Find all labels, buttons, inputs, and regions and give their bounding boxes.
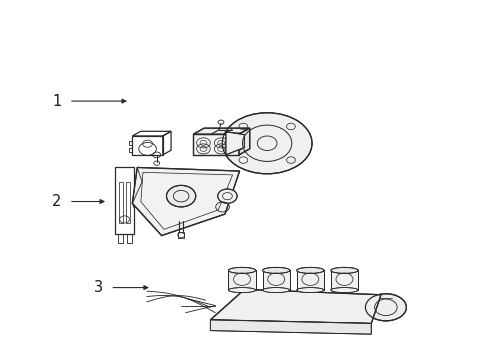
Polygon shape	[262, 270, 289, 290]
Ellipse shape	[262, 288, 289, 293]
Text: 3: 3	[94, 280, 102, 295]
Text: 2: 2	[52, 194, 61, 209]
Ellipse shape	[296, 288, 324, 293]
Ellipse shape	[296, 267, 324, 273]
Ellipse shape	[228, 288, 255, 293]
Ellipse shape	[365, 294, 406, 321]
Ellipse shape	[330, 288, 357, 293]
Ellipse shape	[330, 267, 357, 273]
Polygon shape	[210, 289, 380, 323]
Polygon shape	[132, 167, 239, 235]
Circle shape	[166, 185, 195, 207]
Polygon shape	[225, 132, 244, 155]
Ellipse shape	[222, 113, 311, 174]
Polygon shape	[228, 270, 255, 290]
Polygon shape	[330, 270, 357, 290]
Circle shape	[217, 189, 237, 203]
Polygon shape	[193, 128, 249, 134]
Text: 1: 1	[52, 94, 61, 109]
Ellipse shape	[228, 267, 255, 273]
Polygon shape	[239, 128, 249, 155]
Ellipse shape	[262, 267, 289, 273]
Polygon shape	[296, 270, 324, 290]
Polygon shape	[210, 320, 370, 334]
Polygon shape	[193, 134, 239, 155]
